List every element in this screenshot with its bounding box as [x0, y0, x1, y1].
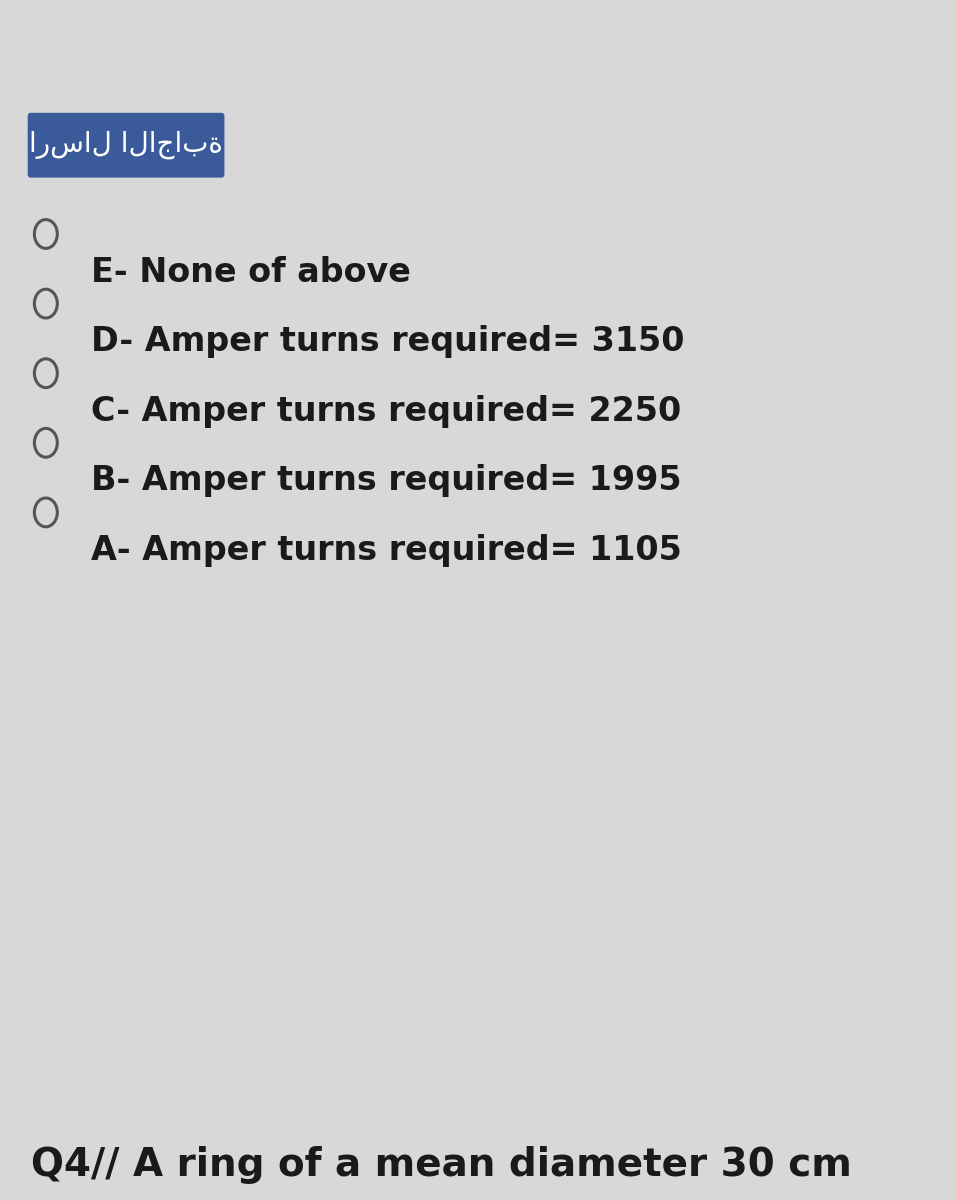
Text: C- Amper turns required= 2250: C- Amper turns required= 2250	[91, 395, 681, 427]
FancyBboxPatch shape	[28, 113, 224, 178]
Text: A- Amper turns required= 1105: A- Amper turns required= 1105	[91, 534, 682, 566]
Text: Q4// A ring of a mean diameter 30 cm
and cross sectional area of 15 cm2 is
made : Q4// A ring of a mean diameter 30 cm and…	[31, 1146, 881, 1200]
Text: B- Amper turns required= 1995: B- Amper turns required= 1995	[91, 464, 681, 497]
Text: D- Amper turns required= 3150: D- Amper turns required= 3150	[91, 325, 684, 358]
Text: ارسال الاجابة: ارسال الاجابة	[29, 131, 223, 160]
Text: E- None of above: E- None of above	[91, 256, 411, 288]
